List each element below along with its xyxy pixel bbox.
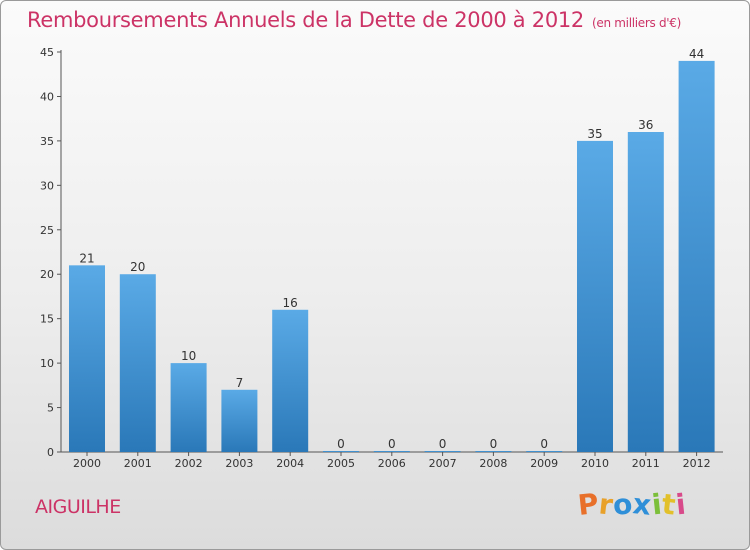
- data-label-2008: 0: [490, 437, 498, 451]
- bar-2000: [69, 265, 105, 452]
- bar-2005: [323, 451, 359, 452]
- data-label-2001: 20: [130, 260, 145, 274]
- x-tick-label-2012: 2012: [683, 457, 711, 470]
- bar-2001: [119, 274, 156, 452]
- data-label-2000: 21: [79, 251, 94, 265]
- x-tick-label-2006: 2006: [378, 457, 406, 470]
- location-name: AIGUILHE: [35, 496, 121, 518]
- bar-2008: [475, 451, 512, 452]
- x-tick-label-2011: 2011: [632, 457, 660, 470]
- data-label-2009: 0: [540, 437, 548, 451]
- x-tick-label-2003: 2003: [225, 457, 253, 470]
- y-tick-label: 35: [40, 135, 54, 148]
- x-tick-label-2004: 2004: [276, 457, 304, 470]
- data-label-2004: 16: [283, 296, 298, 310]
- x-tick-label-2000: 2000: [73, 457, 101, 470]
- bar-2003: [221, 389, 258, 452]
- bar-2012: [678, 60, 715, 453]
- bar-2007: [424, 451, 461, 452]
- x-tick-label-2002: 2002: [175, 457, 203, 470]
- data-label-2011: 36: [638, 118, 653, 132]
- x-tick-label-2005: 2005: [327, 457, 355, 470]
- chart-title-text: Remboursements Annuels de la Dette de 20…: [27, 8, 584, 32]
- y-tick-label: 5: [47, 402, 54, 415]
- y-tick-label: 40: [40, 90, 54, 103]
- bars: 21 20 10 7 16 0 0 0 0 0 35 36 44: [69, 47, 715, 453]
- data-label-2010: 35: [587, 127, 602, 141]
- unit-note: (en milliers d'€): [592, 16, 682, 30]
- bar-2002: [170, 363, 207, 452]
- data-label-2003: 7: [236, 376, 244, 390]
- y-tick-label: 15: [40, 313, 54, 326]
- y-tick-label: 30: [40, 179, 54, 192]
- bar-2006: [373, 451, 410, 452]
- y-tick-label: 10: [40, 357, 54, 370]
- data-label-2012: 44: [689, 47, 704, 61]
- y-tick-label: 20: [40, 268, 54, 281]
- bar-2009: [526, 451, 563, 452]
- bar-2004: [272, 309, 309, 452]
- proxiti-logo: Proxiti: [576, 487, 688, 522]
- data-label-2007: 0: [439, 437, 447, 451]
- y-tick-label: 25: [40, 224, 54, 237]
- y-axis-ticks: 0 5 10 15 20 25 30 35 40 45: [40, 46, 61, 459]
- data-label-2006: 0: [388, 437, 396, 451]
- x-tick-label-2009: 2009: [530, 457, 558, 470]
- data-label-2002: 10: [181, 349, 196, 363]
- x-tick-label-2008: 2008: [479, 457, 507, 470]
- x-tick-label-2010: 2010: [581, 457, 609, 470]
- x-axis-ticks: 2000 2001 2002 2003 2004 2005 2006 2007 2008 2009…: [73, 452, 711, 470]
- y-tick-label: 45: [40, 46, 54, 59]
- bar-2010: [577, 140, 613, 452]
- y-tick-label: 0: [47, 446, 54, 459]
- chart-title: Remboursements Annuels de la Dette de 20…: [27, 8, 681, 32]
- x-tick-label-2007: 2007: [429, 457, 457, 470]
- bar-2011: [627, 132, 664, 452]
- data-label-2005: 0: [337, 437, 345, 451]
- x-tick-label-2001: 2001: [124, 457, 152, 470]
- logo-letter: i: [673, 487, 688, 522]
